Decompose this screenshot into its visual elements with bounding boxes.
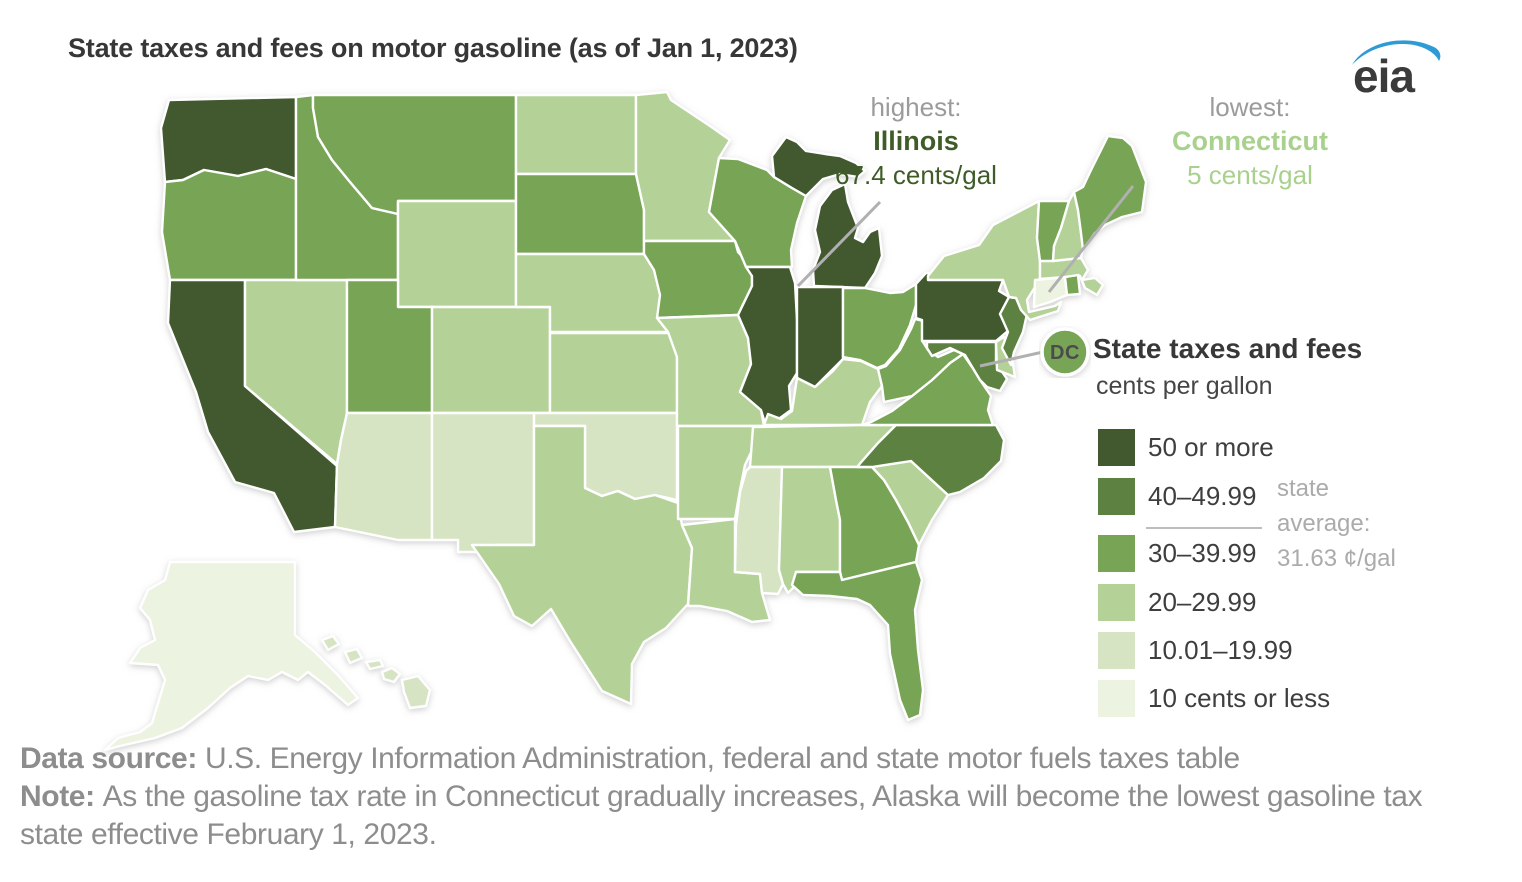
dc-marker-circle (1040, 327, 1090, 377)
legend-swatch-5 (1098, 679, 1135, 717)
dc-callout-line (979, 350, 1044, 368)
state-wi (707, 156, 808, 269)
eia-logo-text: eia (1353, 50, 1415, 100)
states-layer (103, 90, 1148, 752)
state-tx (470, 424, 694, 706)
state-nd (514, 93, 638, 176)
state-az (333, 411, 434, 542)
state-average-word1: state (1277, 475, 1330, 502)
note-text: As the gasoline tax rate in Connecticut … (20, 780, 1423, 851)
state-pa (914, 271, 1011, 343)
legend-title: State taxes and fees (1093, 333, 1363, 364)
state-hi (320, 634, 432, 710)
dc-marker: DC (1040, 327, 1090, 377)
state-wa (159, 95, 298, 184)
legend-swatch-3 (1098, 583, 1135, 621)
data-source-line: Data source: U.S. Energy Information Admi… (20, 740, 1482, 778)
annotation-highest-value: 67.4 cents/gal (835, 160, 997, 190)
page-title: State taxes and fees on motor gasoline (… (68, 33, 798, 63)
annotation-lowest-label: lowest: (1209, 92, 1291, 122)
state-ak (103, 560, 360, 752)
annotation-highest-label: highest: (870, 92, 962, 122)
legend-swatch-1 (1098, 477, 1135, 515)
legend-subtitle: cents per gallon (1096, 372, 1273, 400)
state-average-line (1146, 527, 1262, 529)
state-mi (770, 135, 884, 290)
us-choropleth-map: DC (103, 90, 1148, 752)
annotation-lowest-value: 5 cents/gal (1187, 160, 1313, 190)
dc-marker-label: DC (1050, 342, 1080, 364)
eia-logo: eia (1352, 40, 1441, 100)
state-me (1072, 134, 1148, 252)
state-ia (642, 239, 754, 320)
lowest-callout-line (1047, 185, 1135, 293)
state-wy (396, 199, 518, 309)
data-source-label: Data source: (20, 742, 197, 775)
state-ri (1063, 273, 1082, 297)
legend-row-1: 40–49.99 (1098, 477, 1330, 515)
state-or (160, 167, 298, 282)
legend-label-0: 50 or more (1148, 431, 1274, 462)
state-average-note: state average: 31.63 ¢/gal (1277, 471, 1396, 576)
note-label: Note: (20, 780, 95, 813)
highest-callout-line (796, 200, 882, 288)
footer: Data source: U.S. Energy Information Admi… (20, 740, 1482, 854)
legend-row-3: 20–29.99 (1098, 583, 1330, 621)
data-source-text: U.S. Energy Information Administration, … (204, 742, 1240, 775)
legend-row-4: 10.01–19.99 (1098, 631, 1330, 669)
legend-swatch-0 (1098, 428, 1135, 466)
note-line: Note: As the gasoline tax rate in Connect… (20, 778, 1482, 854)
state-co (430, 305, 552, 415)
state-sd (514, 172, 646, 256)
state-average-value: 31.63 ¢/gal (1277, 545, 1396, 572)
legend-label-3: 20–29.99 (1148, 586, 1257, 617)
legend-swatch-2 (1098, 534, 1135, 572)
legend-row-5: 10 cents or less (1098, 679, 1330, 717)
state-ma (1038, 256, 1105, 297)
legend-swatch-4 (1098, 631, 1135, 669)
us-map-container: DC (70, 80, 1235, 770)
annotation-lowest-state: Connecticut (1171, 126, 1328, 156)
legend-label-5: 10 cents or less (1148, 682, 1331, 713)
legend-row-0: 50 or more (1098, 428, 1330, 466)
eia-logo-swoosh-icon (1352, 40, 1441, 65)
state-nc (855, 423, 1006, 497)
state-average-word2: average: (1277, 510, 1371, 537)
legend-row-2: 30–39.99 (1098, 534, 1330, 572)
annotation-highest: highest: Illinois 67.4 cents/gal (806, 90, 1026, 192)
legend: 50 or more 40–49.99 30–39.99 20–29.99 10.01–… (1098, 428, 1330, 728)
legend-label-2: 30–39.99 (1148, 537, 1257, 568)
state-ky (762, 357, 884, 427)
annotation-lowest: lowest: Connecticut 5 cents/gal (1150, 90, 1350, 192)
callout-lines-layer (796, 185, 1135, 368)
state-fl (790, 560, 925, 722)
legend-label-1: 40–49.99 (1148, 480, 1257, 511)
legend-label-4: 10.01–19.99 (1148, 634, 1293, 665)
state-ks (548, 331, 679, 415)
annotation-highest-state: Illinois (873, 126, 959, 156)
state-ny (926, 199, 1063, 322)
state-nm (430, 411, 536, 554)
